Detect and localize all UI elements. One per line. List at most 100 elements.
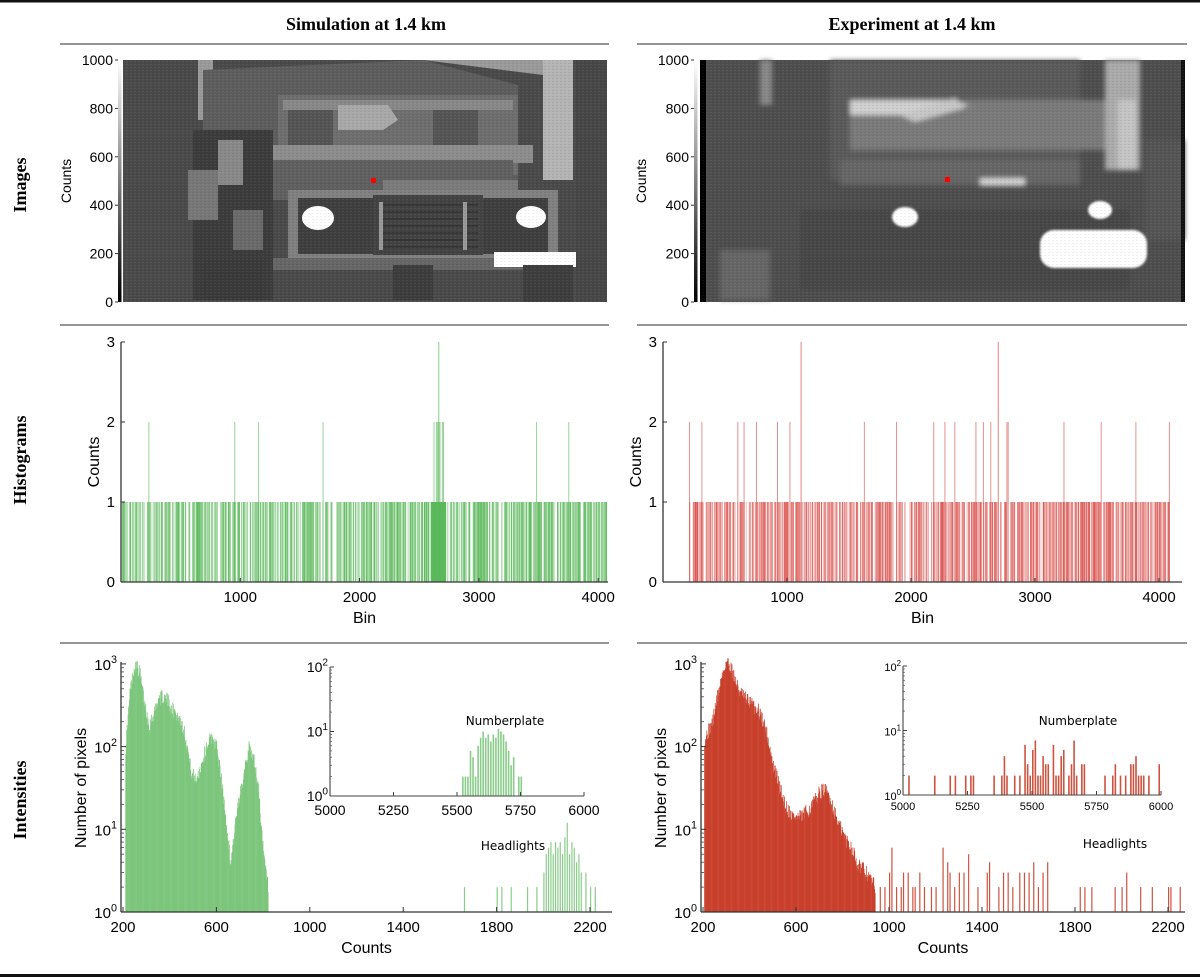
- y-tick-label: 103: [94, 654, 117, 674]
- y-tick-label: 100: [94, 902, 117, 922]
- colorbar-tick-label: 800: [666, 100, 690, 116]
- y-tick-label: 3: [649, 334, 657, 351]
- inset-y-tick-label: 101: [307, 722, 329, 739]
- row-label-intensities: Intensities: [10, 760, 30, 839]
- simulation-image: 0 200 400 600 800 1000 Counts: [58, 52, 607, 310]
- colorbar-tick-label: 1000: [658, 52, 689, 68]
- y-tick-label: 0: [107, 574, 115, 591]
- inset-x-tick-label: 6000: [1149, 801, 1173, 813]
- x-tick-label: 4000: [582, 589, 615, 606]
- y-tick-label: 0: [649, 574, 657, 591]
- colorbar: [118, 60, 122, 302]
- x-tick-label: 1000: [770, 589, 803, 606]
- experiment-image: 0 200 400 600 800 1000 Counts: [633, 52, 1185, 310]
- y-tick-label: 2: [107, 414, 115, 431]
- x-tick-label: 600: [204, 919, 229, 936]
- experiment-image-raster: [700, 60, 1185, 302]
- inset-x-tick-label: 5000: [314, 802, 345, 818]
- x-axis-label: Bin: [911, 610, 934, 627]
- x-tick-label: 1800: [480, 919, 513, 936]
- y-axis-label: Number of pixels: [73, 728, 90, 848]
- x-tick-label: 1000: [224, 589, 257, 606]
- inset-x-tick-label: 5250: [378, 802, 409, 818]
- colorbar-tick-label: 0: [681, 294, 689, 310]
- inset-x-tick-label: 5500: [441, 802, 472, 818]
- simulation-image-raster: [123, 60, 607, 302]
- colorbar-tick-label: 400: [90, 197, 114, 213]
- numberplate-inset: 100 101 102 5000 5250 5500 5750 6000 Numberplate: [307, 658, 600, 818]
- y-tick-label: 1: [107, 494, 115, 511]
- x-tick-label: 1800: [1058, 919, 1091, 936]
- y-tick-label: 101: [674, 820, 697, 840]
- x-tick-label: 200: [690, 919, 715, 936]
- y-tick-label: 102: [674, 737, 697, 757]
- numberplate-annotation: Numberplate: [1039, 714, 1118, 728]
- column-title-simulation: Simulation at 1.4 km: [286, 14, 446, 34]
- x-tick-label: 3000: [462, 589, 495, 606]
- x-tick-label: 1400: [387, 919, 420, 936]
- inset-x-tick-label: 5750: [505, 802, 536, 818]
- x-axis-label: Counts: [918, 940, 969, 957]
- headlights-annotation: Headlights: [481, 839, 545, 853]
- colorbar-label: Counts: [633, 159, 649, 203]
- headlights-annotation: Headlights: [1083, 837, 1147, 851]
- x-tick-label: 1000: [872, 919, 905, 936]
- colorbar-tick-label: 200: [666, 246, 690, 262]
- y-tick-label: 3: [107, 334, 115, 351]
- y-axis-label: Number of pixels: [653, 728, 670, 848]
- red-pixel-marker: [945, 177, 950, 182]
- x-tick-label: 2200: [1151, 919, 1184, 936]
- y-tick-label: 100: [674, 902, 697, 922]
- bottom-border: [0, 974, 1200, 977]
- y-axis-label: Counts: [628, 437, 645, 488]
- y-tick-label: 102: [94, 737, 117, 757]
- numberplate-annotation: Numberplate: [466, 714, 545, 728]
- colorbar-tick-label: 600: [90, 149, 114, 165]
- y-tick-label: 1: [649, 494, 657, 511]
- inset-y-tick-label: 100: [884, 788, 901, 803]
- inset-x-tick-label: 5750: [1084, 801, 1108, 813]
- inset-y-tick-label: 102: [307, 658, 329, 675]
- experiment-histogram: 0 1 2 3 1000 2000 3000 4000 Bin Counts: [628, 334, 1182, 627]
- x-tick-label: 2000: [343, 589, 376, 606]
- x-tick-label: 2200: [573, 919, 606, 936]
- inset-y-tick-label: 102: [884, 659, 901, 674]
- y-axis-label: Counts: [86, 437, 103, 488]
- x-tick-label: 4000: [1142, 589, 1175, 606]
- colorbar-tick-label: 200: [90, 246, 114, 262]
- experiment-intensities: 100 101 102 103 200 600 1000 1400 1800 2200 Counts…: [653, 654, 1185, 957]
- x-tick-label: 3000: [1018, 589, 1051, 606]
- y-tick-label: 103: [674, 654, 697, 674]
- row-label-histograms: Histograms: [10, 416, 30, 505]
- y-tick-label: 101: [94, 820, 117, 840]
- section-rules: [60, 43, 1187, 644]
- red-pixel-marker: [371, 178, 376, 183]
- inset-y-tick-label: 100: [307, 787, 329, 804]
- intensity-bars: [704, 658, 1181, 912]
- colorbar-tick-label: 800: [90, 100, 114, 116]
- x-tick-label: 2000: [894, 589, 927, 606]
- inset-x-tick-label: 6000: [568, 802, 599, 818]
- inset-x-tick-label: 5500: [1020, 801, 1044, 813]
- x-axis-label: Bin: [353, 610, 376, 627]
- x-tick-label: 600: [783, 919, 808, 936]
- column-title-experiment: Experiment at 1.4 km: [829, 14, 996, 34]
- colorbar-tick-label: 0: [105, 294, 113, 310]
- y-tick-label: 2: [649, 414, 657, 431]
- simulation-histogram: 0 1 2 3 1000 2000 3000 4000 Bin Counts: [86, 334, 615, 627]
- colorbar-tick-label: 1000: [82, 52, 113, 68]
- intensity-bars: [125, 661, 596, 912]
- x-axis-label: Counts: [341, 940, 392, 957]
- colorbar-label: Counts: [58, 159, 74, 203]
- inset-x-tick-label: 5250: [955, 801, 979, 813]
- x-tick-label: 1400: [965, 919, 998, 936]
- row-label-images: Images: [10, 158, 30, 213]
- histogram-bars: [689, 342, 1170, 582]
- histogram-bars: [121, 342, 608, 582]
- numberplate-inset: 100 101 102 5000 5250 5500 5750 6000 Numberplate: [884, 659, 1173, 813]
- x-tick-label: 200: [110, 919, 135, 936]
- inset-x-tick-label: 5000: [891, 801, 915, 813]
- top-border: [0, 0, 1200, 3]
- inset-y-tick-label: 101: [884, 724, 901, 739]
- x-tick-label: 1000: [293, 919, 326, 936]
